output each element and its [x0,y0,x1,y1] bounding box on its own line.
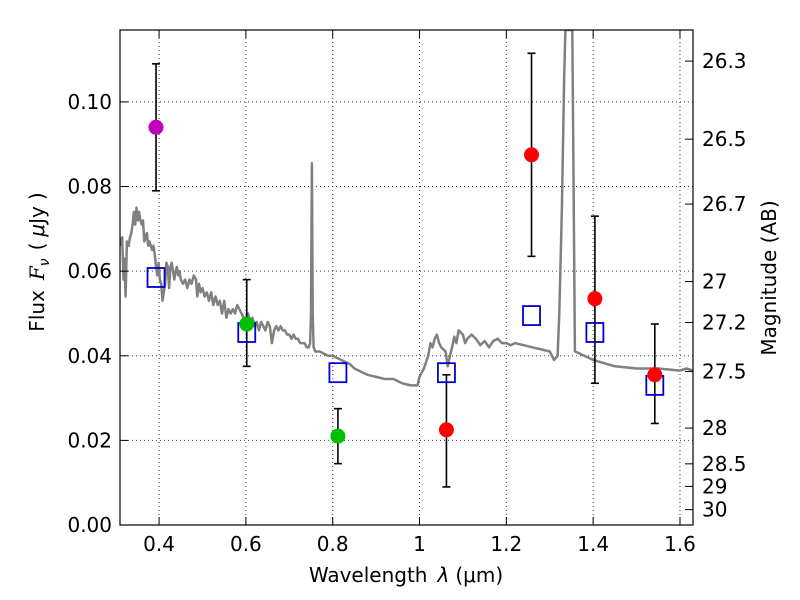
magnitude-tick-label: 29 [702,474,727,498]
observed-flux-point [330,428,346,444]
magnitude-tick-label: 28 [702,416,727,440]
y-tick-label: 0.10 [67,90,112,114]
model-photometry-square [437,362,456,384]
magnitude-tick-label: 26.7 [702,192,747,216]
x-tick-label: 0.8 [317,532,349,556]
magnitude-axis-label: Magnitude (AB) [757,200,781,355]
y-tick-label: 0.04 [67,344,112,368]
model-photometry-layer [146,267,665,396]
model-spectrum-line [120,30,693,387]
magnitude-tick-label: 27 [702,270,727,294]
model-photometry-square [146,267,166,288]
observed-flux-point [647,367,663,383]
model-photometry-square [585,322,605,343]
x-tick-label: 1 [413,532,426,556]
model-photometry-square [522,305,541,326]
y-axis-ticks: 0.00 0.02 0.04 0.06 0.08 0.10 [67,90,128,537]
observed-flux-point [239,316,255,332]
observed-flux-point [438,422,454,438]
magnitude-tick-label: 27.5 [702,359,747,383]
errorbar-layer [152,52,659,488]
observed-flux-point [524,147,540,163]
magnitude-tick-label: 30 [702,498,727,522]
y-axis-label: FluxFν(μJy) [25,192,53,331]
magnitude-tick-label: 28.5 [702,452,747,476]
x-axis-ticks: 0.4 0.6 0.8 1 1.2 1.4 1.6 [143,30,696,556]
x-axis-label: Wavelength λ (μm) [309,563,503,587]
x-tick-label: 0.4 [143,532,175,556]
observed-flux-point [148,119,164,135]
model-photometry-square [328,362,348,384]
spectrum-layer [120,30,693,387]
observed-flux-point [587,291,603,307]
magnitude-tick-label: 26.5 [702,127,747,151]
magnitude-tick-label: 26.3 [702,49,747,73]
observed-points-layer [148,119,663,444]
x-tick-label: 1.6 [664,532,696,556]
y-tick-label: 0.02 [67,428,112,452]
x-tick-label: 0.6 [230,532,262,556]
x-tick-label: 1.4 [577,532,609,556]
y-tick-label: 0.06 [67,259,112,283]
x-tick-label: 1.2 [490,532,522,556]
magnitude-tick-label: 27.2 [702,311,747,335]
y-tick-label: 0.08 [67,175,112,199]
grid-layer [120,30,693,526]
y-tick-label: 0.00 [67,513,112,537]
plot-frame [119,29,694,526]
